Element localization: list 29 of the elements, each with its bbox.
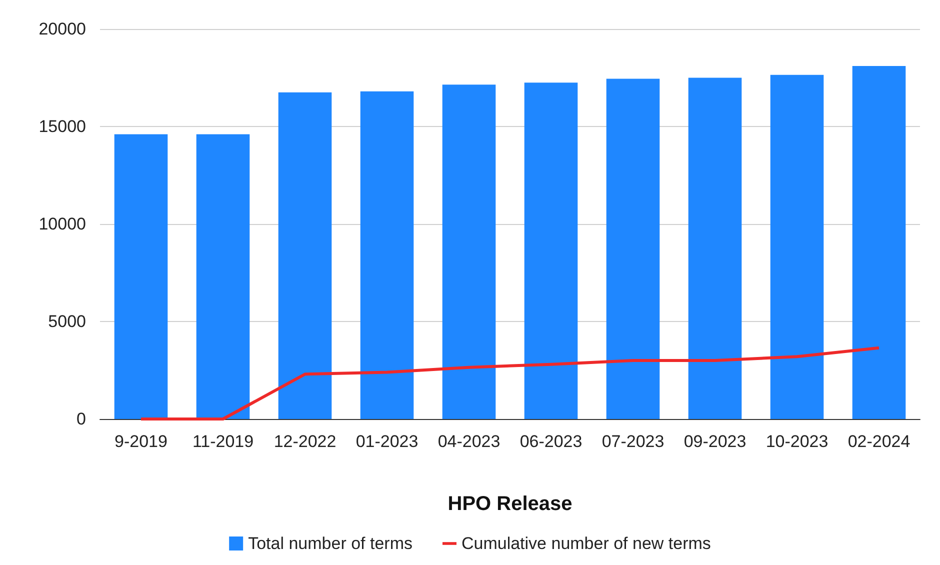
x-tick-label: 11-2019 bbox=[192, 432, 254, 451]
legend-label: Cumulative number of new terms bbox=[461, 534, 711, 553]
y-tick-label: 20000 bbox=[38, 20, 86, 38]
x-tick-label: 10-2023 bbox=[766, 432, 828, 451]
bar bbox=[114, 134, 168, 419]
bar bbox=[852, 66, 906, 419]
bar bbox=[688, 78, 742, 419]
x-tick-label: 07-2023 bbox=[602, 432, 664, 451]
y-tick-label: 0 bbox=[76, 410, 86, 428]
line-series bbox=[140, 346, 880, 420]
y-tick-label: 15000 bbox=[38, 117, 86, 136]
x-tick-label: 02-2024 bbox=[848, 432, 910, 451]
x-tick-label: 04-2023 bbox=[438, 432, 500, 451]
x-tick-label: 09-2023 bbox=[684, 432, 746, 451]
bar bbox=[770, 74, 824, 419]
bar bbox=[606, 78, 660, 419]
y-tick-label: 10000 bbox=[38, 214, 86, 234]
legend-label: Total number of terms bbox=[248, 534, 412, 553]
bar bbox=[360, 91, 414, 419]
bar bbox=[196, 134, 250, 419]
bar bbox=[524, 82, 578, 419]
x-tick-label: 9-2019 bbox=[114, 432, 168, 451]
bar bbox=[442, 84, 496, 419]
x-tick-label: 06-2023 bbox=[520, 432, 582, 451]
y-tick-label: 5000 bbox=[48, 312, 86, 331]
x-tick-label: 01-2023 bbox=[356, 432, 418, 451]
bar bbox=[278, 92, 332, 419]
x-tick-label: 12-2022 bbox=[274, 432, 336, 451]
x-axis-title: HPO Release bbox=[448, 493, 572, 515]
